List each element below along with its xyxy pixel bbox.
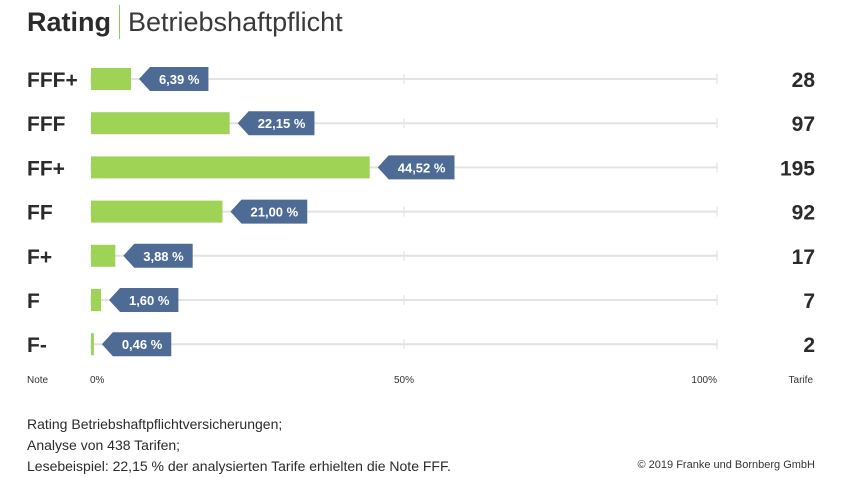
- value-label: 6,39 %: [159, 72, 200, 87]
- count-label: 17: [792, 246, 815, 269]
- title-bold: Rating: [27, 6, 111, 37]
- footer-line-3: Lesebeispiel: 22,15 % der analysierten T…: [27, 458, 451, 474]
- value-label-tag: [237, 111, 315, 136]
- value-label-tag: [123, 243, 193, 268]
- count-label: 92: [792, 202, 815, 225]
- category-label: FF: [27, 202, 53, 225]
- value-label: 21,00 %: [251, 205, 299, 220]
- bar: [91, 200, 223, 223]
- count-label: 97: [792, 113, 815, 136]
- footer-line-2: Analyse von 438 Tarifen;: [27, 437, 181, 453]
- bar: [91, 244, 116, 267]
- value-label: 3,88 %: [143, 249, 184, 264]
- bar: [91, 289, 102, 311]
- x-tick-label: 0%: [90, 375, 105, 386]
- category-label: FFF+: [27, 69, 78, 92]
- footer-line-1: Rating Betriebshaftpflichtversicherungen…: [27, 416, 283, 432]
- value-label-tag: [377, 155, 455, 180]
- value-label: 1,60 %: [129, 293, 170, 308]
- category-label: F+: [27, 246, 52, 269]
- bar: [91, 112, 230, 135]
- bar: [91, 333, 94, 356]
- chart-title: Rating Betriebshaftpflicht: [27, 2, 343, 42]
- value-label: 44,52 %: [398, 160, 446, 175]
- title-separator: [119, 5, 120, 39]
- value-label-tag: [139, 67, 209, 91]
- axis-label-note: Note: [27, 375, 49, 386]
- value-label: 0,46 %: [122, 337, 163, 352]
- bar: [91, 156, 370, 179]
- count-label: 195: [780, 157, 815, 180]
- category-label: FF+: [27, 157, 65, 180]
- value-label-tag: [230, 199, 308, 224]
- title-light: Betriebshaftpflicht: [128, 6, 343, 37]
- copyright: © 2019 Franke und Bornberg GmbH: [637, 459, 815, 471]
- value-label-tag: [109, 288, 179, 312]
- count-label: 2: [803, 334, 815, 357]
- category-label: F: [27, 290, 40, 313]
- bar: [91, 68, 132, 90]
- axis-label-tarife: Tarife: [789, 375, 814, 386]
- count-label: 28: [792, 69, 816, 92]
- value-label-tag: [101, 332, 172, 357]
- category-label: F-: [27, 334, 47, 357]
- value-label: 22,15 %: [258, 116, 306, 131]
- count-label: 7: [803, 290, 815, 313]
- x-tick-label: 100%: [691, 375, 717, 386]
- category-label: FFF: [27, 113, 66, 136]
- x-tick-label: 50%: [394, 375, 414, 386]
